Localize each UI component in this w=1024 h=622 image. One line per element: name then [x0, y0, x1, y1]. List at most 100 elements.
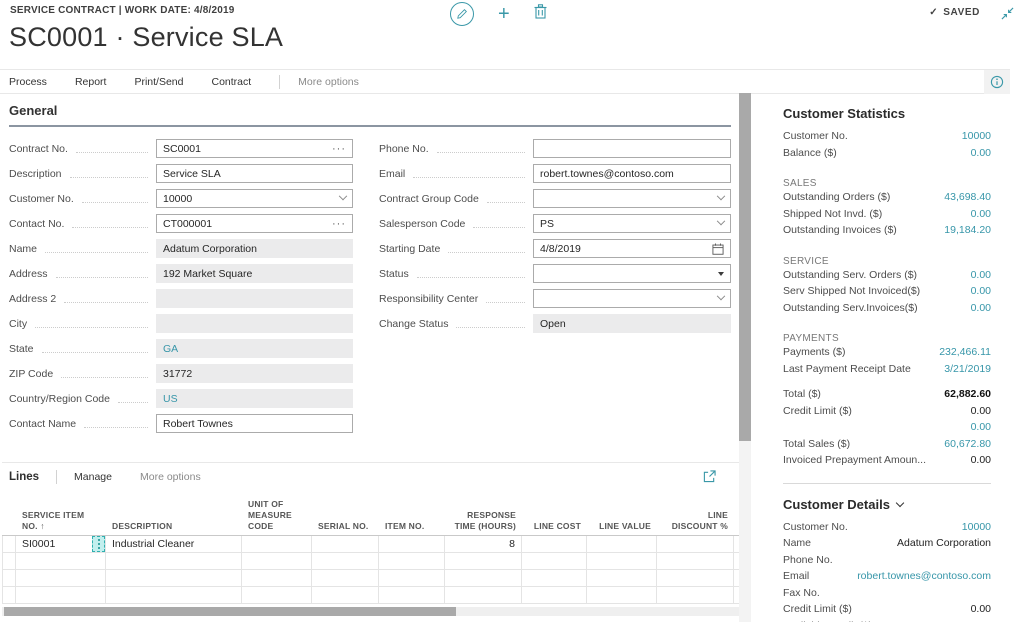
edit-button[interactable] — [450, 2, 474, 26]
empty-cell[interactable] — [106, 553, 242, 569]
detail-value-link[interactable]: robert.townes@contoso.com — [857, 570, 991, 582]
empty-cell[interactable] — [106, 587, 242, 603]
empty-cell[interactable] — [657, 570, 734, 586]
line-value-cell[interactable] — [587, 536, 657, 552]
contract-no-input[interactable]: SC0001 ··· — [156, 139, 353, 158]
vertical-scrollbar[interactable] — [739, 93, 751, 622]
customer-details-heading[interactable]: Customer Details — [783, 497, 991, 512]
empty-cell[interactable] — [242, 553, 312, 569]
empty-cell[interactable] — [16, 553, 106, 569]
horizontal-scrollbar-thumb[interactable] — [4, 607, 456, 616]
info-button[interactable] — [984, 70, 1010, 94]
empty-cell[interactable] — [312, 553, 379, 569]
empty-cell[interactable] — [312, 570, 379, 586]
menu-more-options[interactable]: More options — [298, 75, 359, 88]
empty-cell[interactable] — [2, 570, 16, 586]
chevron-down-icon[interactable] — [716, 291, 726, 300]
column-header-serial-no[interactable]: SERIAL NO. — [318, 520, 369, 531]
column-header-response-time[interactable]: RESPONSE TIME (HOURS) — [454, 509, 516, 531]
empty-cell[interactable] — [445, 587, 522, 603]
lines-manage[interactable]: Manage — [74, 470, 112, 483]
empty-cell[interactable] — [587, 587, 657, 603]
empty-cell[interactable] — [242, 587, 312, 603]
table-row-empty[interactable] — [2, 570, 746, 587]
lines-heading[interactable]: Lines — [9, 470, 40, 483]
stat-value-link[interactable]: 0.00 — [970, 268, 991, 281]
table-row-empty[interactable] — [2, 587, 746, 604]
empty-cell[interactable] — [379, 570, 445, 586]
general-heading[interactable]: General — [9, 103, 58, 118]
menu-contract[interactable]: Contract — [211, 75, 252, 88]
response-time-cell[interactable]: 8 — [445, 536, 522, 552]
empty-cell[interactable] — [657, 587, 734, 603]
customer-statistics-heading[interactable]: Customer Statistics — [783, 106, 991, 121]
field-value-link[interactable]: GA — [163, 342, 179, 355]
empty-cell[interactable] — [522, 570, 587, 586]
assist-edit-icon[interactable]: ··· — [332, 142, 346, 155]
description-input[interactable]: Service SLA — [156, 164, 353, 183]
lines-more-options[interactable]: More options — [140, 470, 201, 483]
column-header-unit-of-measure-code[interactable]: UNIT OF MEASURE CODE — [248, 498, 292, 531]
row-options-handle[interactable] — [92, 536, 105, 552]
contract-group-code-input[interactable] — [533, 189, 731, 208]
starting-date-input[interactable]: 4/8/2019 — [533, 239, 731, 258]
empty-cell[interactable] — [445, 570, 522, 586]
column-header-line-discount[interactable]: LINE DISCOUNT % — [671, 509, 728, 531]
detail-value-link[interactable]: 10000 — [961, 520, 991, 533]
column-header-line-cost[interactable]: LINE COST — [533, 520, 581, 531]
stat-value-link[interactable]: 0.00 — [970, 421, 991, 433]
email-input[interactable]: robert.townes@contoso.com — [533, 164, 731, 183]
description-cell[interactable]: Industrial Cleaner — [106, 536, 242, 552]
stat-value-link[interactable]: 0.00 — [970, 207, 991, 220]
calendar-icon[interactable] — [712, 242, 724, 255]
service-item-no-cell[interactable]: SI0001 — [16, 536, 106, 552]
empty-cell[interactable] — [379, 553, 445, 569]
table-row-empty[interactable] — [2, 553, 746, 570]
unit-of-measure-cell[interactable] — [242, 536, 312, 552]
column-header-service-item-no[interactable]: SERVICE ITEM NO. ↑ — [22, 509, 85, 531]
menu-report[interactable]: Report — [74, 75, 107, 88]
field-value-link[interactable]: US — [163, 392, 178, 405]
empty-cell[interactable] — [2, 587, 16, 603]
responsibility-center-input[interactable] — [533, 289, 731, 308]
stat-value-link[interactable]: 232,466.11 — [939, 346, 991, 358]
stat-value-link[interactable]: 0.00 — [970, 146, 991, 159]
menu-process[interactable]: Process — [9, 75, 47, 88]
contact-no-input[interactable]: CT000001 ··· — [156, 214, 353, 233]
line-cost-cell[interactable] — [522, 536, 587, 552]
serial-no-cell[interactable] — [312, 536, 379, 552]
assist-edit-icon[interactable]: ··· — [332, 217, 346, 230]
chevron-down-icon[interactable] — [895, 498, 905, 507]
row-selector-cell[interactable] — [2, 536, 16, 552]
empty-cell[interactable] — [522, 553, 587, 569]
empty-cell[interactable] — [106, 570, 242, 586]
stat-value-link[interactable]: 10000 — [961, 130, 991, 142]
vertical-scrollbar-thumb[interactable] — [739, 93, 751, 441]
empty-cell[interactable] — [312, 587, 379, 603]
delete-button[interactable] — [534, 4, 547, 24]
open-in-new-window-button[interactable] — [703, 470, 716, 488]
column-header-line-value[interactable]: LINE VALUE — [599, 520, 651, 531]
customer-no-input[interactable]: 10000 — [156, 189, 353, 208]
menu-print-send[interactable]: Print/Send — [134, 75, 184, 88]
stat-value-link[interactable]: 19,184.20 — [944, 224, 991, 236]
empty-cell[interactable] — [587, 553, 657, 569]
empty-cell[interactable] — [379, 587, 445, 603]
horizontal-scrollbar[interactable] — [2, 607, 746, 616]
empty-cell[interactable] — [242, 570, 312, 586]
salesperson-code-input[interactable]: PS — [533, 214, 731, 233]
detail-value-link[interactable]: 0.00 — [971, 620, 991, 622]
empty-cell[interactable] — [657, 553, 734, 569]
contact-name-input[interactable]: Robert Townes — [156, 414, 353, 433]
empty-cell[interactable] — [2, 553, 16, 569]
item-no-cell[interactable] — [379, 536, 445, 552]
empty-cell[interactable] — [445, 553, 522, 569]
stat-value-link[interactable]: 3/21/2019 — [944, 362, 991, 375]
stat-value-link[interactable]: 43,698.40 — [944, 191, 991, 203]
empty-cell[interactable] — [16, 587, 106, 603]
new-button[interactable]: + — [498, 3, 510, 25]
stat-value-link[interactable]: 0.00 — [970, 301, 991, 314]
dropdown-arrow-icon[interactable] — [718, 271, 724, 276]
stat-value-link[interactable]: 60,672.80 — [944, 437, 991, 450]
empty-cell[interactable] — [16, 570, 106, 586]
